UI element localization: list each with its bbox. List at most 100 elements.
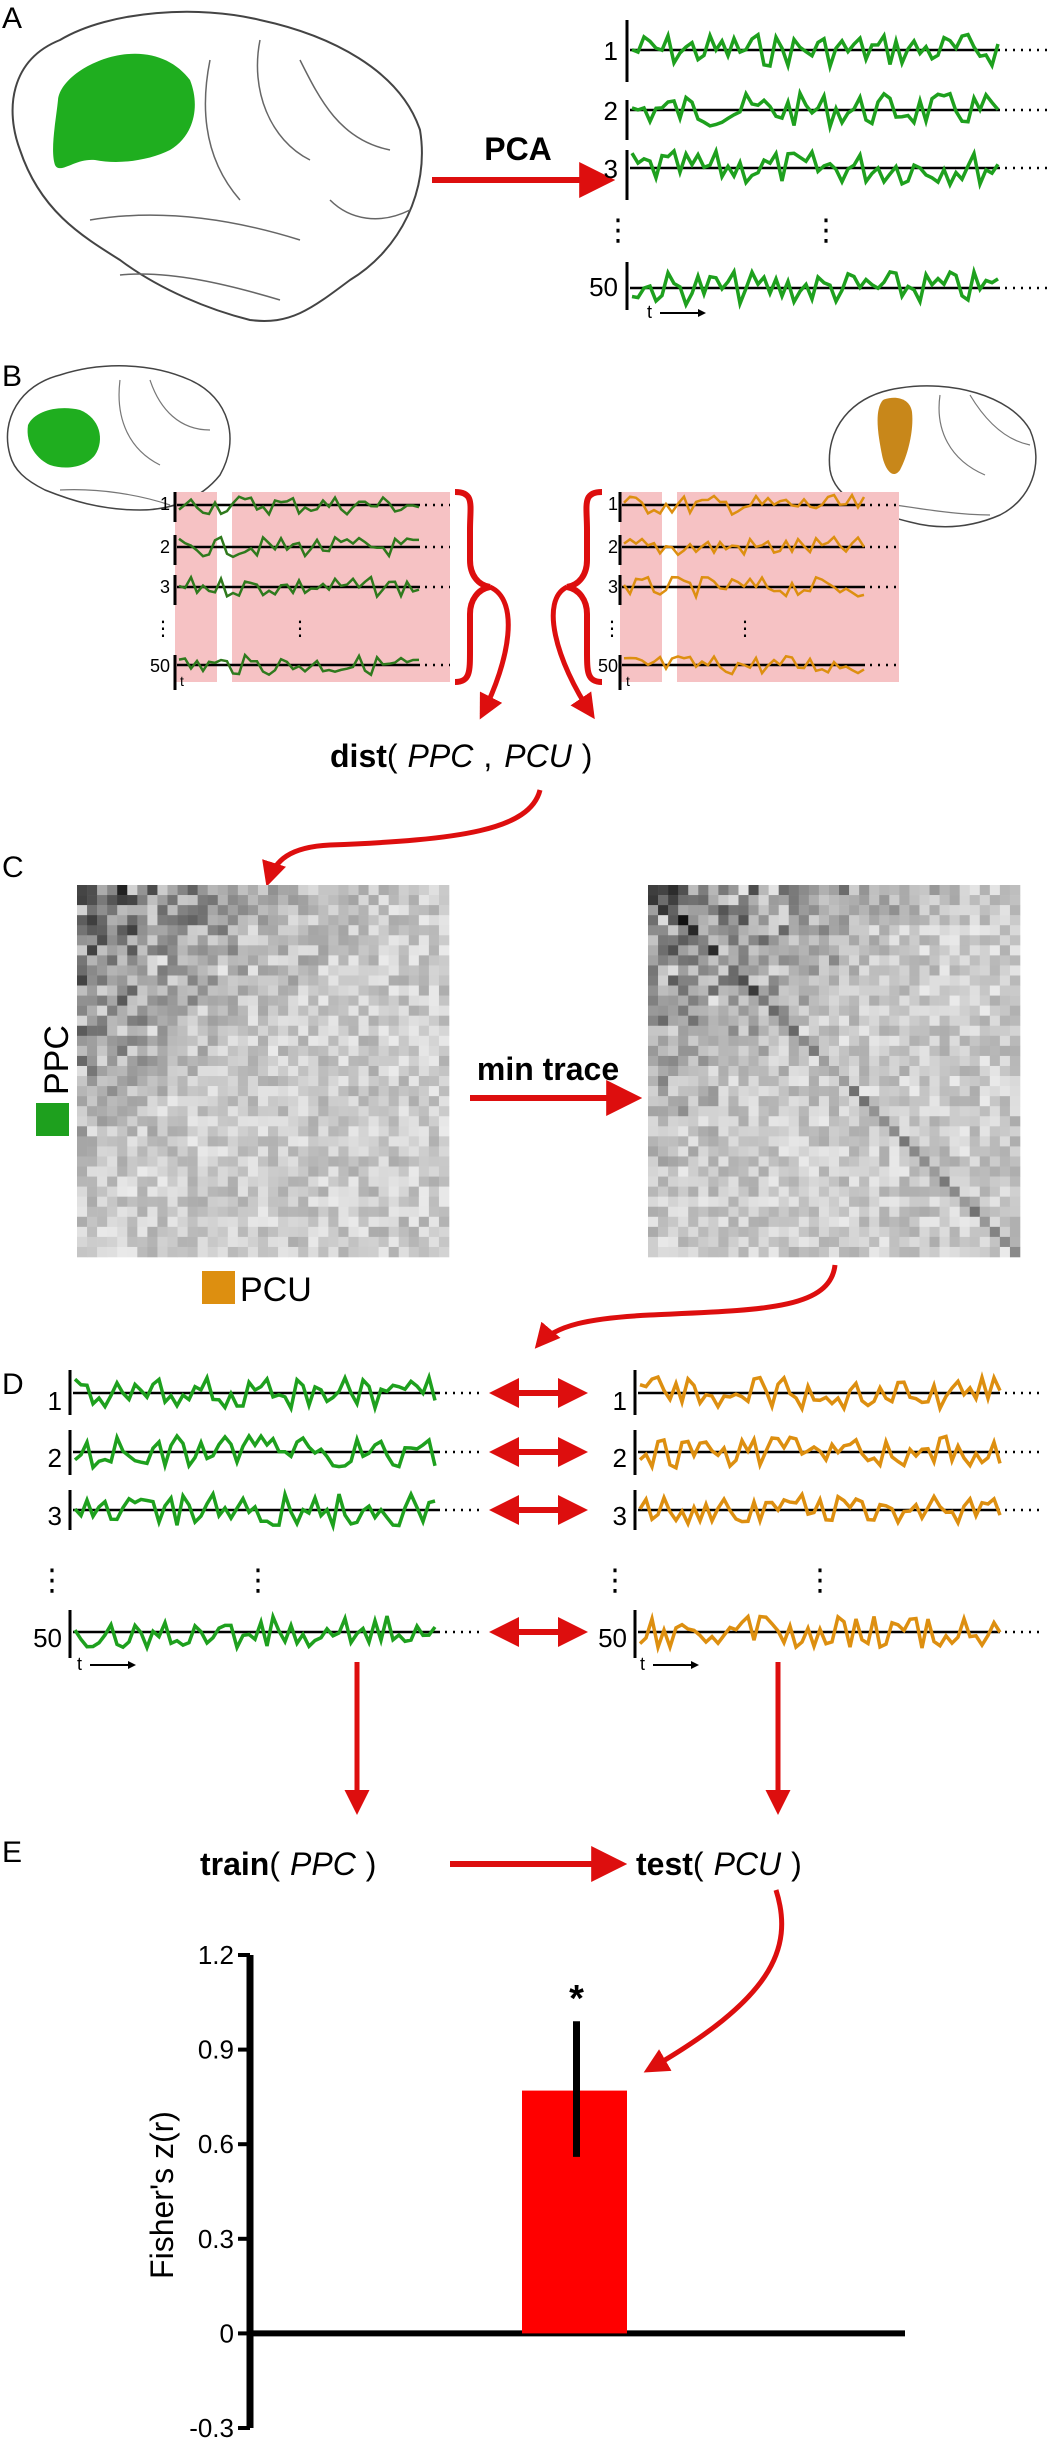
matrix-cell xyxy=(949,1005,960,1016)
matrix-cell xyxy=(398,1106,410,1117)
matrix-cell xyxy=(408,1136,420,1147)
matrix-cell xyxy=(77,1166,88,1177)
matrix-cell xyxy=(237,1015,249,1027)
matrix-cell xyxy=(849,1156,860,1167)
matrix-cell xyxy=(688,945,699,956)
matrix-cell xyxy=(989,1045,1001,1057)
matrix-cell xyxy=(889,885,900,896)
matrix-cell xyxy=(849,895,860,906)
matrix-cell xyxy=(107,935,118,946)
matrix-cell xyxy=(418,915,430,926)
matrix-cell xyxy=(718,1035,729,1047)
matrix-cell xyxy=(438,1126,450,1137)
matrix-cell xyxy=(668,1106,679,1117)
matrix-cell xyxy=(438,915,450,926)
matrix-cell xyxy=(658,1106,669,1117)
matrix-cell xyxy=(919,1246,930,1258)
matrix-cell xyxy=(939,1065,950,1077)
matrix-cell xyxy=(217,1196,229,1208)
matrix-cell xyxy=(698,1035,709,1047)
matrix-cell xyxy=(247,1116,259,1127)
matrix-cell xyxy=(899,1035,910,1047)
matrix-cell xyxy=(989,1196,1001,1208)
matrix-cell xyxy=(328,1176,339,1187)
matrix-cell xyxy=(778,985,790,996)
matrix-cell xyxy=(338,1216,349,1228)
matrix-cell xyxy=(979,935,991,946)
matrix-cell xyxy=(77,1025,88,1037)
matrix-cell xyxy=(237,915,249,926)
matrix-cell xyxy=(889,935,900,946)
matrix-cell xyxy=(137,1206,148,1218)
matrix-cell xyxy=(288,1126,299,1137)
matrix-cell xyxy=(368,1116,379,1127)
matrix-cell xyxy=(738,1116,749,1127)
matrix-cell xyxy=(127,1216,138,1228)
matrix-cell xyxy=(247,1166,259,1177)
matrix-cell xyxy=(157,895,168,906)
matrix-cell xyxy=(728,1146,739,1157)
matrix-cell xyxy=(959,1166,971,1177)
matrix-cell xyxy=(808,1076,820,1087)
matrix-cell xyxy=(1009,1106,1021,1117)
matrix-cell xyxy=(348,1206,359,1218)
matrix-cell xyxy=(728,1065,739,1077)
matrix-cell xyxy=(127,1076,138,1087)
matrix-cell xyxy=(167,1206,178,1218)
matrix-cell xyxy=(728,1236,739,1248)
matrix-cell xyxy=(368,1035,379,1047)
matrix-cell xyxy=(999,1186,1011,1197)
matrix-cell xyxy=(358,925,369,936)
matrix-cell xyxy=(237,945,249,956)
matrix-cell xyxy=(798,1136,810,1147)
matrix-cell xyxy=(418,985,430,996)
matrix-cell xyxy=(969,995,981,1006)
matrix-cell xyxy=(87,985,98,996)
matrix-cell xyxy=(859,995,870,1006)
matrix-cell xyxy=(808,945,820,956)
matrix-cell xyxy=(859,1055,870,1067)
matrix-cell xyxy=(859,965,870,976)
matrix-cell xyxy=(658,985,669,996)
matrix-cell xyxy=(758,925,769,936)
matrix-cell xyxy=(849,1176,860,1187)
matrix-cell xyxy=(257,895,269,906)
matrix-cell xyxy=(688,1126,699,1137)
matrix-cell xyxy=(137,975,148,986)
brain-fold-icon xyxy=(89,39,411,301)
matrix-cell xyxy=(668,1176,679,1187)
matrix-cell xyxy=(698,1025,709,1037)
matrix-cell xyxy=(738,995,749,1006)
time-label: t xyxy=(626,673,630,689)
matrix-cell xyxy=(959,975,971,986)
matrix-cell xyxy=(348,895,359,906)
matrix-cell xyxy=(648,915,659,926)
matrix-cell xyxy=(738,1045,749,1057)
matrix-cell xyxy=(137,1055,148,1067)
matrix-cell xyxy=(408,1146,420,1157)
matrix-cell xyxy=(929,1186,940,1197)
matrix-cell xyxy=(97,1015,108,1027)
matrix-cell xyxy=(348,885,359,896)
matrix-cell xyxy=(338,1106,349,1117)
matrix-cell xyxy=(768,1196,779,1208)
matrix-cell xyxy=(839,1146,850,1157)
matrix-cell xyxy=(308,925,319,936)
matrix-cell xyxy=(808,1005,820,1016)
matrix-cell xyxy=(1009,985,1021,996)
matrix-cell xyxy=(187,905,198,916)
matrix-cell xyxy=(368,895,379,906)
matrix-cell xyxy=(728,905,739,916)
matrix-cell xyxy=(348,1025,359,1037)
matrix-cell xyxy=(378,1015,389,1027)
matrix-cell xyxy=(408,1045,420,1057)
matrix-cell xyxy=(738,1035,749,1047)
matrix-cell xyxy=(268,1005,279,1016)
matrix-cell xyxy=(197,1186,208,1197)
matrix-cell xyxy=(1009,995,1021,1006)
matrix-cell xyxy=(408,1065,420,1077)
matrix-cell xyxy=(378,935,389,946)
matrix-cell xyxy=(899,1246,910,1258)
matrix-cell xyxy=(117,1096,128,1107)
matrix-cell xyxy=(268,1116,279,1127)
